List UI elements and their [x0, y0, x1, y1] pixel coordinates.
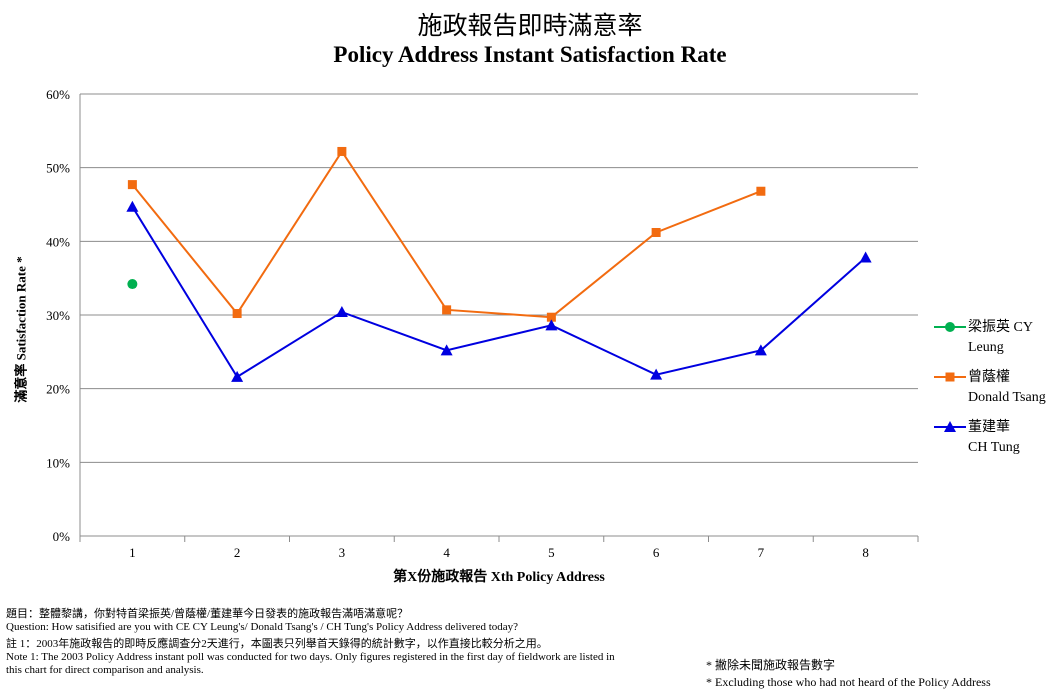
footnote-en: * Excluding those who had not heard of t…	[706, 675, 991, 689]
data-point	[545, 319, 558, 331]
y-tick-label: 10%	[46, 455, 70, 470]
data-point	[126, 200, 139, 212]
x-tick-label: 5	[548, 545, 555, 560]
legend-label: CH Tung	[968, 440, 1020, 455]
chart-subtitle: Policy Address Instant Satisfaction Rate	[333, 42, 727, 67]
x-tick-label: 3	[339, 545, 346, 560]
x-tick-label: 2	[234, 545, 241, 560]
data-point	[335, 306, 348, 318]
legend-label: Donald Tsang	[968, 390, 1046, 405]
x-tick-label: 4	[443, 545, 450, 560]
y-tick-label: 60%	[46, 87, 70, 102]
data-point	[232, 309, 242, 319]
legend-label: 曾蔭權	[968, 370, 1010, 385]
y-tick-label: 30%	[46, 308, 70, 323]
legend-label: 董建華	[968, 420, 1010, 435]
legend-swatch-triangle-icon	[934, 421, 966, 432]
x-axis-label: 第X份施政報告 Xth Policy Address	[393, 570, 605, 585]
notes: 題目：整體黎講，你對特首梁振英/曾蔭權/董建華今日發表的施政報告滿唔滿意呢？ Q…	[6, 608, 615, 677]
series-line	[131, 149, 762, 319]
y-tick-label: 0%	[53, 529, 71, 544]
data-point	[546, 312, 556, 322]
y-tick-label: 20%	[46, 382, 70, 397]
y-axis-label: 滿意率 Satisfaction Rate *	[13, 256, 29, 403]
data-point	[440, 344, 453, 356]
question-en: Question: How satisified are you with CE…	[6, 621, 519, 633]
legend-label: Leung	[968, 340, 1004, 355]
x-tick-label: 6	[653, 545, 660, 560]
data-point	[337, 146, 347, 156]
chart-title: 施政報告即時滿意率	[417, 13, 643, 40]
data-point	[650, 368, 663, 380]
data-point	[127, 279, 138, 290]
y-tick-label: 40%	[46, 234, 70, 249]
note1-en-line1: Note 1: The 2003 Policy Address instant …	[6, 651, 615, 663]
note1-zh: 註 1：2003年施政報告的即時反應調查分2天進行，本圖表只列舉首天錄得的統計數…	[6, 638, 548, 650]
legend-swatch-circle-icon	[934, 322, 966, 332]
x-tick-label: 7	[758, 545, 765, 560]
legend-label: 梁振英 CY	[968, 320, 1033, 335]
question-zh: 題目：整體黎講，你對特首梁振英/曾蔭權/董建華今日發表的施政報告滿唔滿意呢？	[6, 608, 409, 620]
data-point	[859, 251, 872, 263]
y-tick-label: 50%	[46, 161, 70, 176]
x-tick-label: 1	[129, 545, 136, 560]
data-point	[756, 186, 766, 196]
legend-swatch-square-icon	[934, 372, 966, 382]
footnote-zh: * 撇除未聞施政報告數字	[706, 658, 836, 672]
series-line	[131, 206, 867, 379]
footnote: * 撇除未聞施政報告數字 * Excluding those who had n…	[706, 657, 991, 691]
data-point	[127, 180, 137, 190]
x-tick-label: 8	[862, 545, 869, 560]
data-point	[651, 227, 661, 237]
note1-en-line2: this chart for direct comparison and ana…	[6, 664, 204, 676]
data-point	[754, 344, 767, 356]
data-point	[442, 305, 452, 315]
data-point	[231, 370, 244, 382]
